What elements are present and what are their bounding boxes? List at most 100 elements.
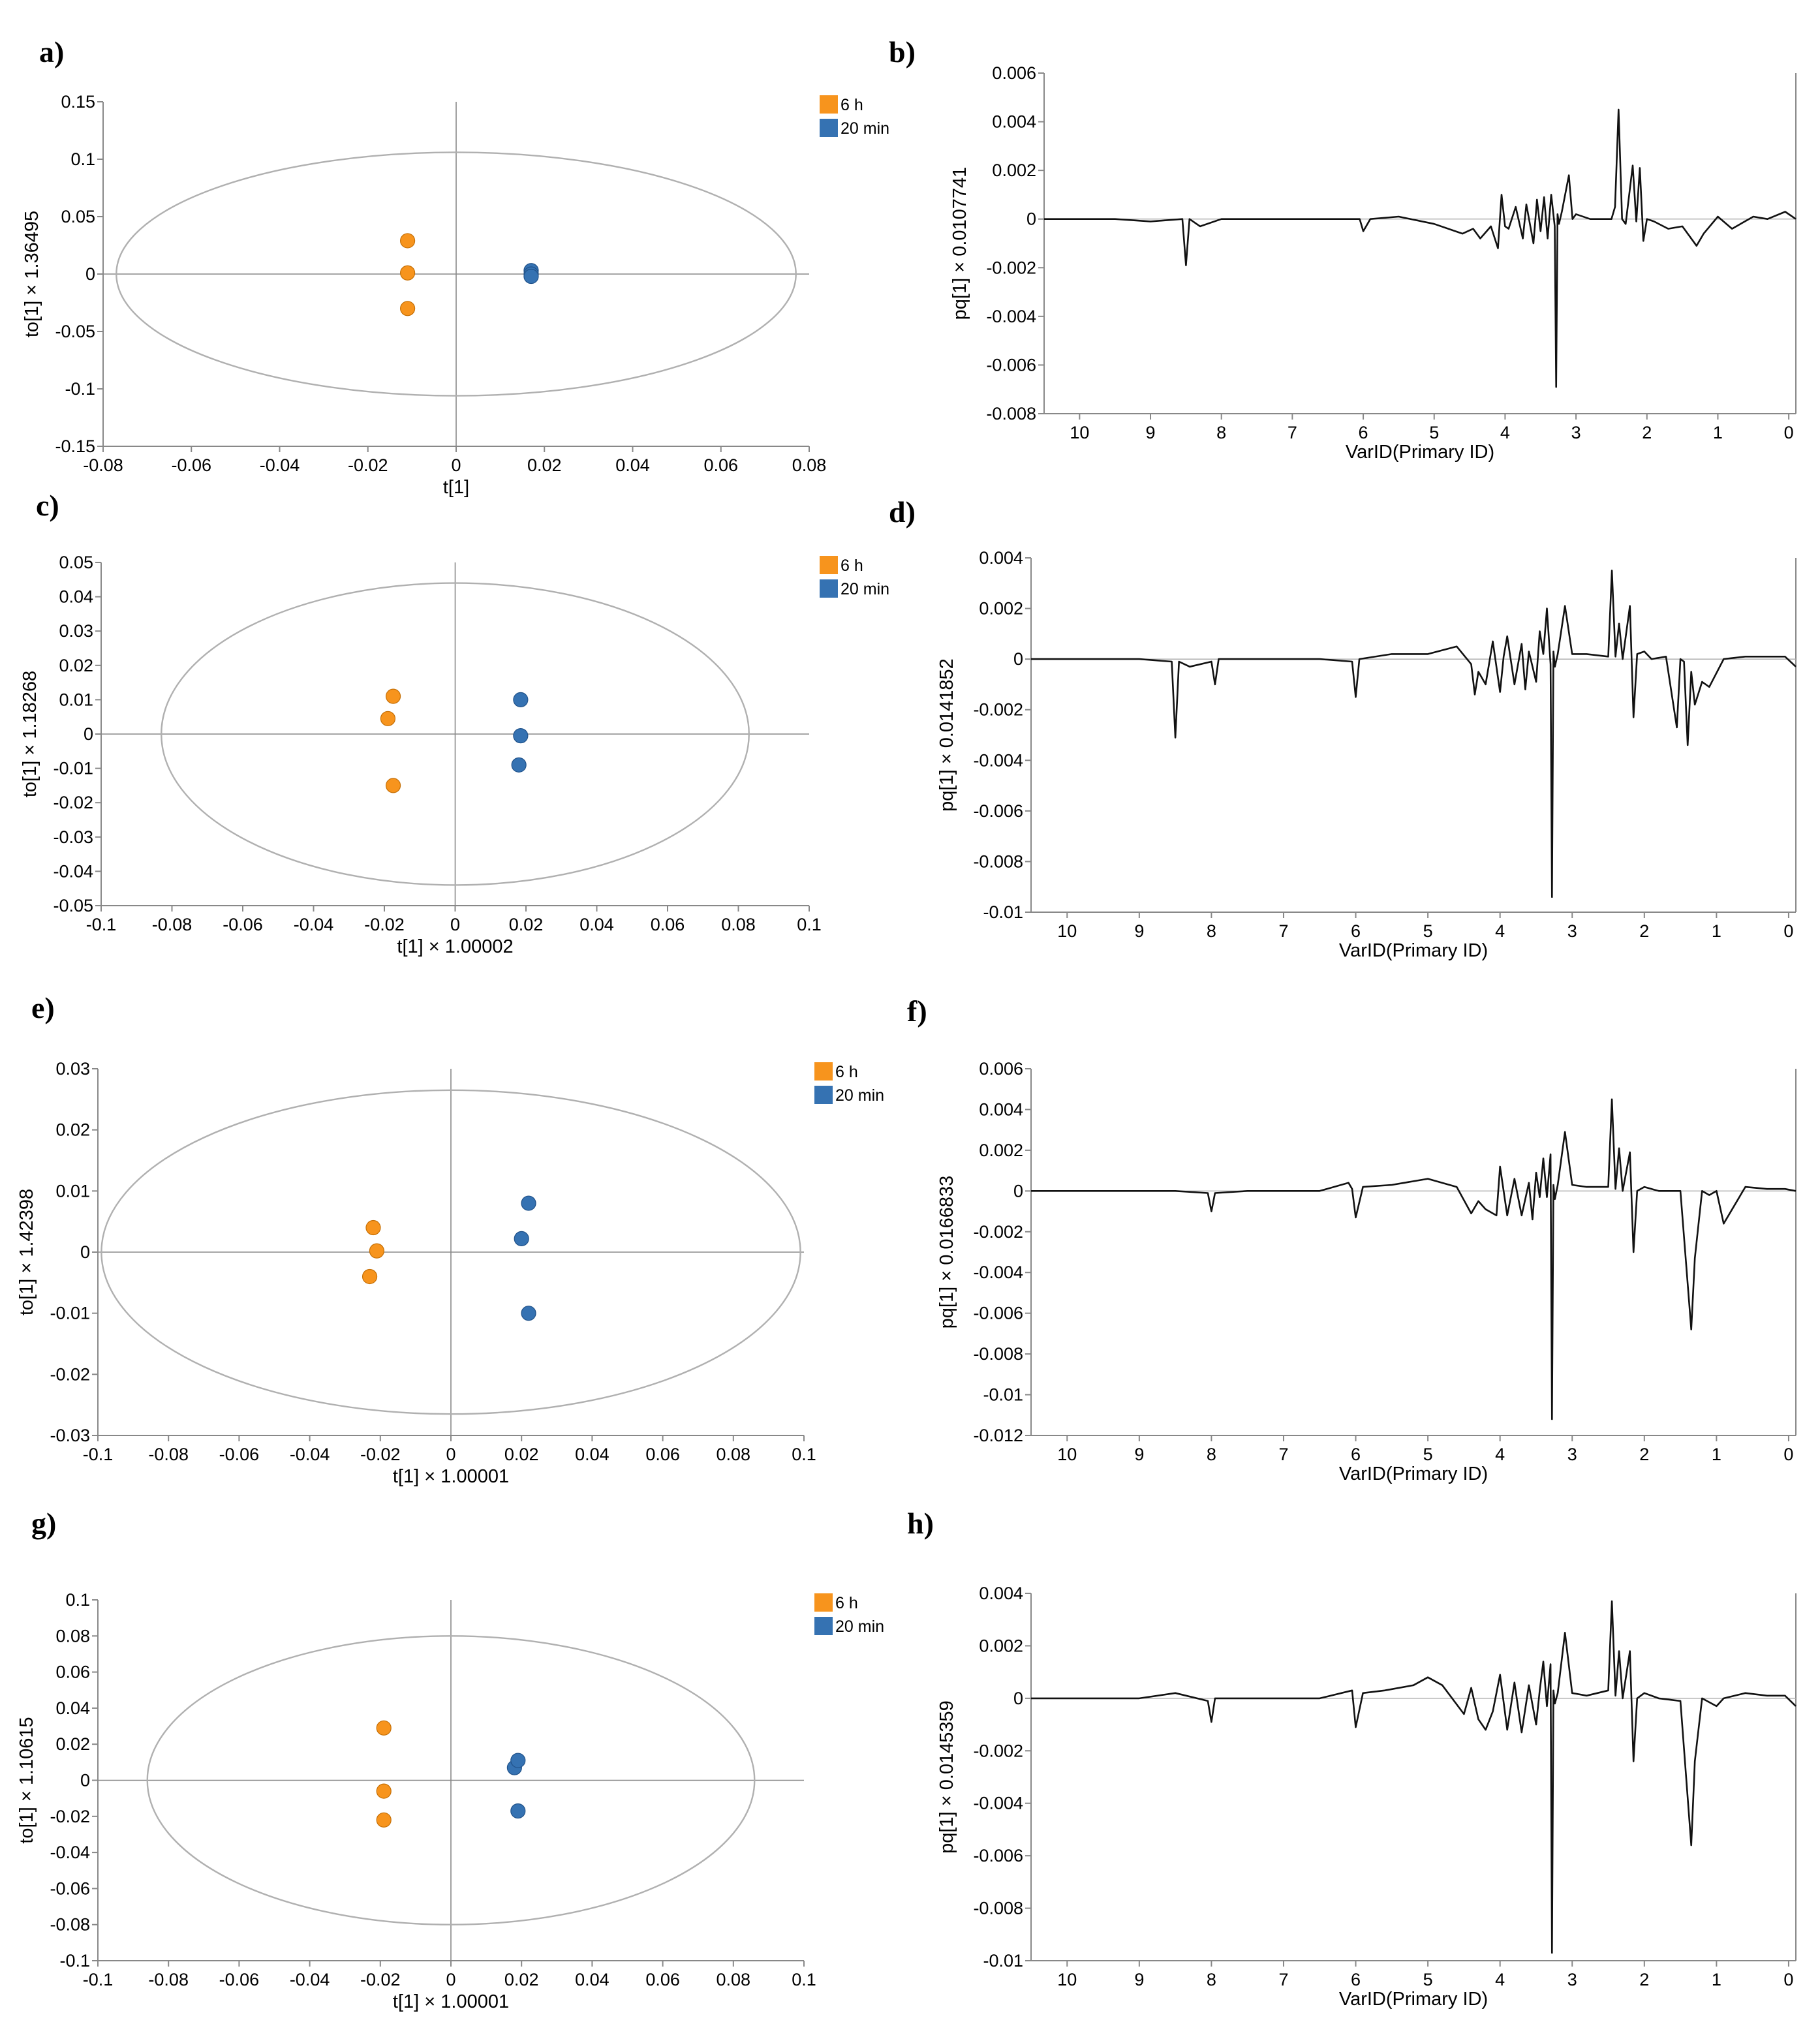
- data-point: [521, 1195, 536, 1211]
- legend-swatch: [820, 119, 838, 137]
- x-tick-label: 0.08: [717, 1970, 751, 1989]
- y-tick-label: -0.04: [50, 1843, 90, 1862]
- y-tick-label: 0.03: [55, 1059, 90, 1079]
- x-tick-label: -0.02: [348, 455, 388, 475]
- x-tick-label: 0.06: [645, 1445, 680, 1464]
- data-point: [511, 757, 527, 773]
- y-tick-label: -0.04: [53, 861, 93, 881]
- y-tick-label: -0.002: [973, 700, 1023, 720]
- x-tick-label: 0.08: [792, 455, 827, 475]
- y-tick-label: -0.15: [55, 437, 95, 456]
- y-tick-label: 0.1: [65, 1590, 90, 1610]
- y-tick-label: -0.004: [973, 1794, 1023, 1813]
- y-tick-label: -0.006: [973, 1846, 1023, 1865]
- axes: 10 9 8 7 6 5 4 3 2 1 0-0.008-0.006-0.004-0.00200.0…: [986, 63, 1797, 442]
- x-tick-label: 2: [1639, 1970, 1649, 1989]
- y-tick-label: 0.006: [979, 1059, 1023, 1079]
- panel-g: g) -0.1 -0.08 -0.06 -0.04 -0.02 0 0.02 0.04 0.06 0…: [16, 1507, 884, 2012]
- y-tick-label: 0: [85, 264, 95, 284]
- y-axis-label: pq[1] × 0.0107741: [949, 167, 970, 320]
- x-tick-label: 0.02: [527, 455, 562, 475]
- x-tick-label: 2: [1639, 921, 1649, 941]
- hotelling-ellipse: [116, 151, 797, 397]
- legend-label: 6 h: [835, 1063, 858, 1081]
- x-tick-label: 0: [446, 1445, 455, 1464]
- y-tick-label: 0.02: [55, 1734, 90, 1754]
- y-tick-label: 0.002: [979, 1141, 1023, 1160]
- x-tick-label: 5: [1423, 921, 1433, 941]
- x-tick-label: 8: [1207, 1445, 1216, 1464]
- legend-label: 6 h: [841, 557, 863, 575]
- axes: 10 9 8 7 6 5 4 3 2 1 0-0.01-0.008-0.006-0.004-0.00…: [973, 548, 1797, 941]
- y-tick-label: 0.002: [979, 1636, 1023, 1655]
- x-tick-label: 9: [1146, 423, 1156, 442]
- x-tick-label: 7: [1278, 1445, 1288, 1464]
- x-tick-label: 0.06: [651, 915, 685, 934]
- x-tick-label: 0.06: [703, 455, 738, 475]
- x-tick-label: 0.1: [792, 1445, 816, 1464]
- legend-swatch: [820, 579, 838, 598]
- axes: -0.1 -0.08 -0.06 -0.04 -0.02 0 0.02 0.04 0.06 0.0…: [50, 1059, 816, 1464]
- data-point: [385, 778, 401, 793]
- legend-swatch: [820, 95, 838, 114]
- series-20min: [511, 692, 529, 773]
- panel-letter: h): [907, 1507, 934, 1540]
- x-tick-label: -0.04: [260, 455, 300, 475]
- x-tick-label: 0.02: [504, 1445, 539, 1464]
- y-tick-label: -0.012: [973, 1426, 1023, 1445]
- x-tick-label: -0.06: [171, 455, 211, 475]
- series-6h: [376, 1720, 392, 1828]
- loading-line: [1031, 1600, 1797, 1954]
- y-axis-label: to[1] × 1.36495: [22, 211, 42, 337]
- y-tick-label: -0.08: [50, 1915, 90, 1935]
- y-tick-label: -0.01: [983, 1951, 1023, 1970]
- y-tick-label: 0.004: [979, 1584, 1023, 1603]
- x-tick-label: 0: [1783, 1970, 1793, 1989]
- y-tick-label: 0.002: [992, 161, 1036, 180]
- y-tick-label: 0.04: [59, 587, 93, 607]
- y-tick-label: -0.02: [53, 793, 93, 812]
- x-tick-label: 0: [1784, 423, 1794, 442]
- x-tick-label: 0.02: [504, 1970, 539, 1989]
- y-tick-label: 0.01: [59, 690, 93, 709]
- data-point: [521, 1306, 536, 1321]
- data-point: [376, 1720, 392, 1736]
- y-tick-label: -0.004: [973, 750, 1023, 770]
- x-tick-label: 0.02: [509, 915, 544, 934]
- y-tick-label: 0: [1013, 1689, 1023, 1708]
- y-tick-label: 0.05: [61, 207, 95, 226]
- x-axis-label: t[1] × 1.00001: [393, 1991, 509, 2012]
- x-tick-label: 4: [1495, 921, 1505, 941]
- x-tick-label: -0.08: [152, 915, 193, 934]
- x-tick-label: 0.04: [615, 455, 650, 475]
- x-tick-label: -0.08: [83, 455, 123, 475]
- y-axis-label: pq[1] × 0.0166833: [936, 1176, 957, 1329]
- x-tick-label: 0.1: [792, 1970, 816, 1989]
- axes: -0.1 -0.08 -0.06 -0.04 -0.02 0 0.02 0.04 0.06 0.0…: [50, 1590, 816, 1989]
- y-axis-label: to[1] × 1.10615: [16, 1717, 37, 1843]
- y-tick-label: 0: [1013, 649, 1023, 669]
- legend-label: 20 min: [835, 1086, 884, 1105]
- x-tick-label: -0.08: [148, 1445, 189, 1464]
- data-point: [400, 265, 416, 281]
- x-tick-label: 0.08: [717, 1445, 751, 1464]
- x-tick-label: 4: [1500, 423, 1510, 442]
- legend-swatch: [814, 1617, 833, 1635]
- x-tick-label: 1: [1712, 1970, 1721, 1989]
- y-axis-label: to[1] × 1.18268: [20, 671, 40, 797]
- series-6h: [380, 688, 401, 793]
- data-point: [376, 1812, 392, 1828]
- y-tick-label: 0.05: [59, 553, 93, 572]
- x-axis-label: VarID(Primary ID): [1346, 442, 1494, 463]
- y-tick-label: -0.06: [50, 1878, 90, 1898]
- y-tick-label: -0.008: [973, 1899, 1023, 1918]
- x-tick-label: 4: [1495, 1445, 1505, 1464]
- axes: -0.1 -0.08 -0.06 -0.04 -0.02 0 0.02 0.04 0.06 0.0…: [53, 553, 821, 934]
- y-tick-label: -0.006: [986, 355, 1036, 375]
- y-tick-label: -0.008: [986, 404, 1036, 423]
- x-tick-label: 3: [1567, 921, 1577, 941]
- y-axis-label: pq[1] × 0.0145359: [936, 1700, 957, 1854]
- x-tick-label: 7: [1278, 921, 1288, 941]
- y-tick-label: 0.004: [979, 548, 1023, 568]
